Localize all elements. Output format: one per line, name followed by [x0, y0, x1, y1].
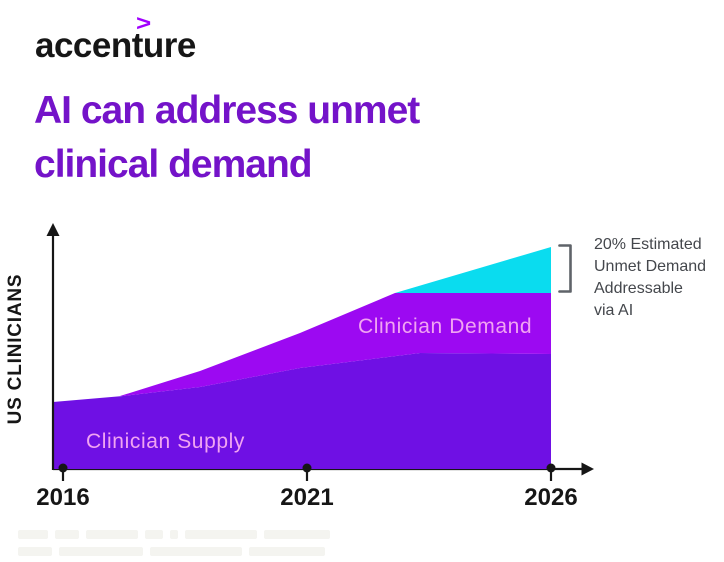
page-title-line2: clinical demand — [34, 143, 313, 186]
supply-area — [53, 353, 551, 469]
page-title-line1: AI can address unmet — [34, 89, 420, 132]
tick-label-2021: 2021 — [280, 484, 333, 511]
footnote-line-1 — [18, 530, 330, 539]
footnote-line-2 — [18, 547, 330, 556]
accenture-logo: > accenture — [35, 10, 196, 66]
footnote-word — [18, 547, 52, 556]
annotation-line1: 20% Estimated — [594, 236, 702, 253]
footnote-word — [170, 530, 178, 539]
tick-label-2026: 2026 — [524, 484, 577, 511]
footnote-word — [55, 530, 79, 539]
demand-area — [120, 293, 551, 396]
page-title: AI can address unmet clinical demand — [34, 84, 420, 192]
y-axis-label: US CLINICIANS — [5, 274, 26, 425]
annotation-bracket — [558, 244, 572, 293]
footnote-word — [249, 547, 325, 556]
unmet-demand-area — [395, 247, 551, 293]
footnote-word — [185, 530, 257, 539]
accenture-caret-icon: > — [136, 10, 152, 36]
footnote-word — [59, 547, 143, 556]
annotation-line2: Unmet Demand — [594, 258, 707, 275]
footnote-illegible — [18, 530, 330, 562]
logo-wordmark: accenture — [35, 26, 196, 65]
footnote-word — [145, 530, 163, 539]
footnote-word — [86, 530, 138, 539]
demand-area-label: Clinician Demand — [358, 315, 532, 338]
unmet-demand-annotation: 20% Estimated Unmet Demand Addressable v… — [594, 234, 722, 322]
footnote-word — [18, 530, 48, 539]
footnote-word — [264, 530, 330, 539]
supply-area-label: Clinician Supply — [86, 430, 245, 453]
footnote-word — [150, 547, 242, 556]
annotation-line4: via AI — [594, 302, 634, 319]
y-axis-arrow-icon — [46, 223, 60, 236]
tick-label-2016: 2016 — [36, 484, 89, 511]
x-axis-arrow-icon — [581, 462, 594, 476]
annotation-line3: Addressable — [594, 280, 683, 297]
